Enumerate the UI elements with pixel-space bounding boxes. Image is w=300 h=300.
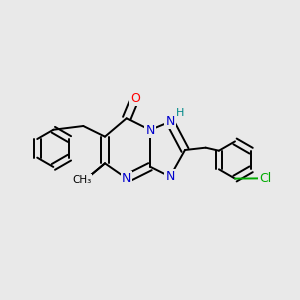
Text: N: N [122, 172, 131, 185]
Text: N: N [165, 170, 175, 183]
Text: N: N [145, 124, 155, 136]
Text: Cl: Cl [259, 172, 271, 185]
Text: H: H [176, 108, 184, 118]
Text: CH₃: CH₃ [72, 175, 92, 185]
Text: O: O [130, 92, 140, 105]
Text: N: N [165, 115, 175, 128]
